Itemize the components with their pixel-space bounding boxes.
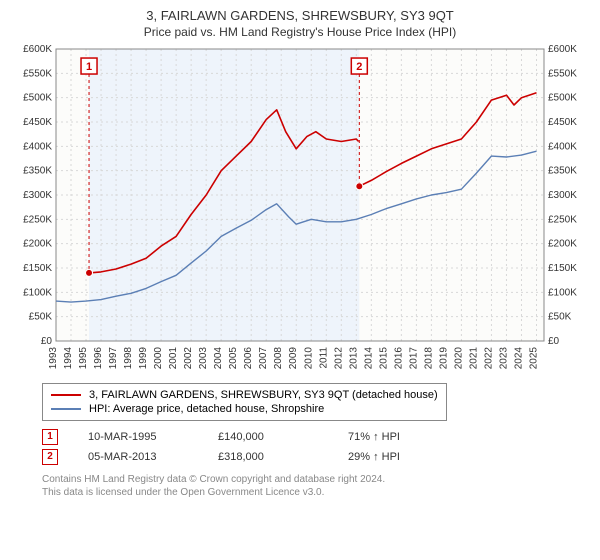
svg-text:£300K: £300K — [23, 190, 52, 201]
svg-text:2017: 2017 — [408, 347, 419, 370]
svg-text:£50K: £50K — [29, 312, 53, 323]
marker-price: £318,000 — [218, 451, 318, 463]
svg-text:£350K: £350K — [23, 166, 52, 177]
svg-text:£450K: £450K — [548, 117, 577, 128]
svg-text:£500K: £500K — [23, 93, 52, 104]
svg-text:£200K: £200K — [548, 239, 577, 250]
svg-text:2021: 2021 — [468, 347, 479, 370]
svg-text:£500K: £500K — [548, 93, 577, 104]
svg-text:2023: 2023 — [498, 347, 509, 370]
svg-text:£350K: £350K — [548, 166, 577, 177]
svg-text:2004: 2004 — [213, 347, 224, 370]
attribution: Contains HM Land Registry data © Crown c… — [42, 473, 590, 499]
svg-text:1: 1 — [86, 61, 92, 73]
svg-text:£600K: £600K — [548, 45, 577, 55]
legend-swatch — [51, 408, 81, 410]
chart-title: 3, FAIRLAWN GARDENS, SHREWSBURY, SY3 9QT — [10, 8, 590, 23]
svg-text:£200K: £200K — [23, 239, 52, 250]
svg-text:2015: 2015 — [378, 347, 389, 370]
marker-delta: 71% ↑ HPI — [348, 431, 448, 443]
legend: 3, FAIRLAWN GARDENS, SHREWSBURY, SY3 9QT… — [42, 383, 447, 421]
svg-text:2018: 2018 — [423, 347, 434, 370]
figure-container: 3, FAIRLAWN GARDENS, SHREWSBURY, SY3 9QT… — [0, 0, 600, 509]
marker-badge: 1 — [42, 429, 58, 445]
svg-text:2003: 2003 — [198, 347, 209, 370]
legend-swatch — [51, 394, 81, 396]
marker-row: 1 10-MAR-1995 £140,000 71% ↑ HPI — [42, 427, 590, 447]
svg-text:2014: 2014 — [363, 347, 374, 370]
svg-text:2022: 2022 — [483, 347, 494, 370]
legend-label: 3, FAIRLAWN GARDENS, SHREWSBURY, SY3 9QT… — [89, 389, 438, 401]
svg-text:£300K: £300K — [548, 190, 577, 201]
marker-row: 2 05-MAR-2013 £318,000 29% ↑ HPI — [42, 447, 590, 467]
svg-text:2012: 2012 — [333, 347, 344, 370]
svg-text:2002: 2002 — [183, 347, 194, 370]
svg-text:£0: £0 — [548, 336, 560, 347]
marker-badge: 2 — [42, 449, 58, 465]
svg-text:2: 2 — [356, 61, 362, 73]
svg-text:£150K: £150K — [23, 263, 52, 274]
svg-text:2007: 2007 — [258, 347, 269, 370]
svg-text:£150K: £150K — [548, 263, 577, 274]
chart-area: £0 £0 £50K £50K £100K £100K £150K £150K £200K £20… — [10, 45, 590, 375]
svg-text:1994: 1994 — [63, 347, 74, 370]
svg-text:2001: 2001 — [168, 347, 179, 370]
svg-text:£50K: £50K — [548, 312, 572, 323]
svg-text:2024: 2024 — [513, 347, 524, 370]
chart-subtitle: Price paid vs. HM Land Registry's House … — [10, 25, 590, 39]
svg-text:£450K: £450K — [23, 117, 52, 128]
line-chart: £0 £0 £50K £50K £100K £100K £150K £150K £200K £20… — [10, 45, 590, 375]
svg-text:1998: 1998 — [123, 347, 134, 370]
legend-label: HPI: Average price, detached house, Shro… — [89, 403, 324, 415]
svg-text:2008: 2008 — [273, 347, 284, 370]
attribution-line: Contains HM Land Registry data © Crown c… — [42, 473, 590, 486]
svg-text:2013: 2013 — [348, 347, 359, 370]
marker-price: £140,000 — [218, 431, 318, 443]
svg-text:2025: 2025 — [528, 347, 539, 370]
svg-text:£100K: £100K — [23, 287, 52, 298]
svg-text:£550K: £550K — [548, 68, 577, 79]
svg-text:£400K: £400K — [548, 141, 577, 152]
svg-text:2019: 2019 — [438, 347, 449, 370]
svg-text:£250K: £250K — [548, 214, 577, 225]
svg-text:1993: 1993 — [48, 347, 59, 370]
svg-text:2020: 2020 — [453, 347, 464, 370]
attribution-line: This data is licensed under the Open Gov… — [42, 486, 590, 499]
svg-text:1996: 1996 — [93, 347, 104, 370]
svg-text:£550K: £550K — [23, 68, 52, 79]
marker-table: 1 10-MAR-1995 £140,000 71% ↑ HPI 2 05-MAR-201… — [42, 427, 590, 467]
svg-text:1997: 1997 — [108, 347, 119, 370]
legend-item: 3, FAIRLAWN GARDENS, SHREWSBURY, SY3 9QT… — [51, 388, 438, 402]
svg-text:2006: 2006 — [243, 347, 254, 370]
svg-text:£0: £0 — [41, 336, 53, 347]
svg-text:1995: 1995 — [78, 347, 89, 370]
svg-text:2005: 2005 — [228, 347, 239, 370]
svg-text:£250K: £250K — [23, 214, 52, 225]
legend-item: HPI: Average price, detached house, Shro… — [51, 402, 438, 416]
svg-text:2011: 2011 — [318, 347, 329, 369]
svg-text:1999: 1999 — [138, 347, 149, 370]
svg-text:2016: 2016 — [393, 347, 404, 370]
marker-delta: 29% ↑ HPI — [348, 451, 448, 463]
marker-date: 05-MAR-2013 — [88, 451, 188, 463]
svg-text:2010: 2010 — [303, 347, 314, 370]
svg-text:£600K: £600K — [23, 45, 52, 55]
svg-text:£400K: £400K — [23, 141, 52, 152]
svg-text:£100K: £100K — [548, 287, 577, 298]
marker-date: 10-MAR-1995 — [88, 431, 188, 443]
svg-text:2000: 2000 — [153, 347, 164, 370]
svg-text:2009: 2009 — [288, 347, 299, 370]
